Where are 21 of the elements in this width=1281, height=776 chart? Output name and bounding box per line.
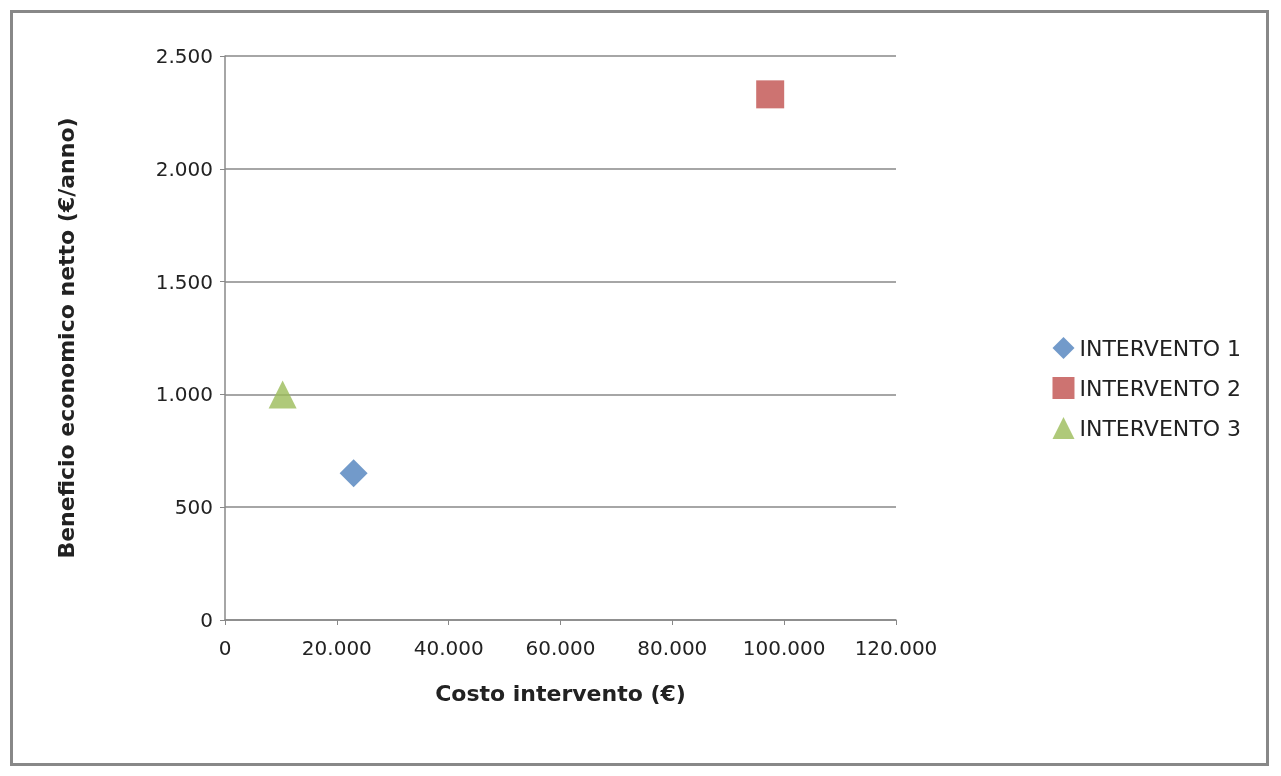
- legend-label: INTERVENTO 1: [1079, 335, 1242, 361]
- x-tick-label: 100.000: [742, 636, 826, 660]
- x-tick-label: 60.000: [525, 636, 596, 660]
- y-axis-title: Beneficio economico netto (€/anno): [53, 117, 79, 559]
- x-tick-label: 120.000: [854, 636, 938, 660]
- x-tick-label: 20.000: [301, 636, 372, 660]
- point: [268, 380, 297, 409]
- y-tick-label: 2.000: [155, 156, 213, 181]
- x-axis-title: Costo intervento (€): [435, 680, 686, 706]
- x-tick-label: 0: [218, 636, 232, 660]
- point: [339, 459, 368, 488]
- y-tick-label: 1.500: [155, 269, 213, 294]
- x-tick-label: 40.000: [413, 636, 484, 660]
- point: [756, 80, 785, 109]
- x-tick-label: 80.000: [637, 636, 708, 660]
- legend-label: INTERVENTO 2: [1079, 375, 1242, 401]
- y-tick-label: 500: [174, 495, 213, 520]
- y-tick-label: 2.500: [155, 44, 213, 68]
- legend-label: INTERVENTO 3: [1079, 415, 1242, 441]
- y-tick-label: 0: [200, 608, 213, 632]
- y-tick-label: 1.000: [155, 382, 213, 407]
